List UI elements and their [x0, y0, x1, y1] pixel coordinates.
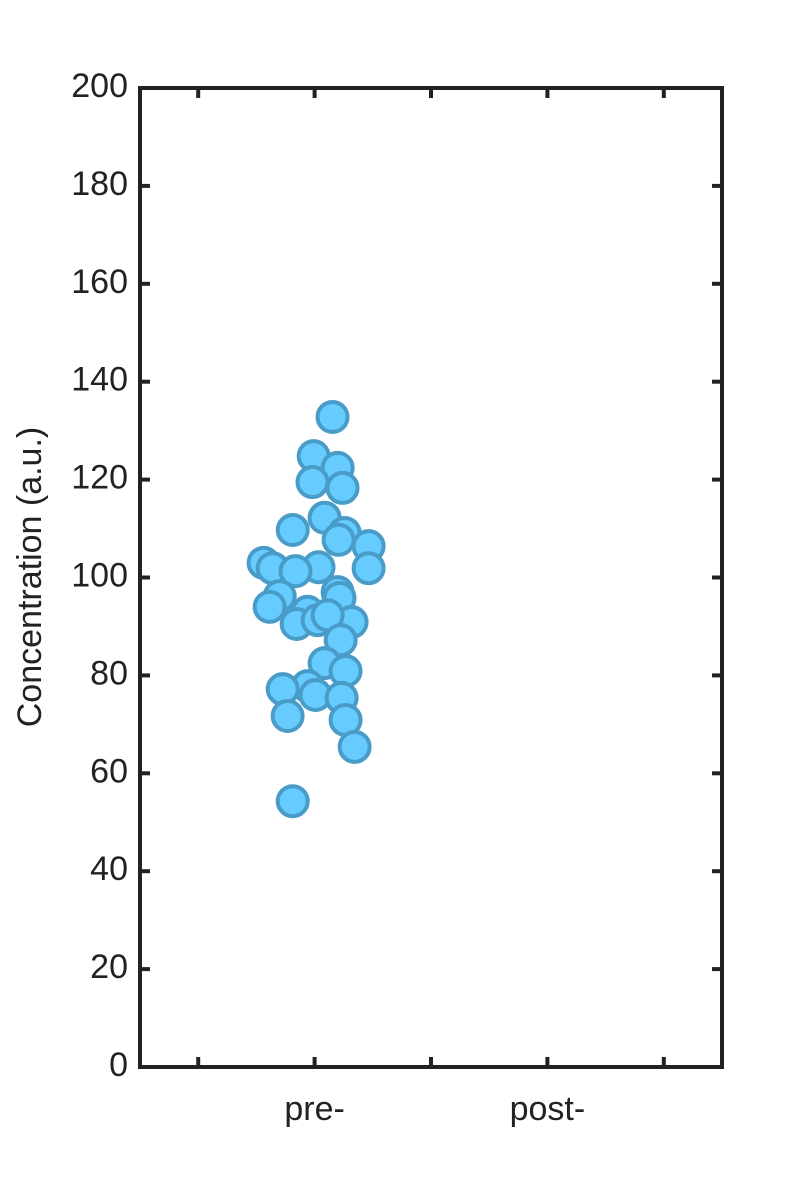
- y-tick-label: 200: [71, 67, 128, 105]
- y-tick-label: 100: [71, 556, 128, 594]
- y-tick-label: 40: [90, 850, 128, 888]
- plot-frame: [138, 86, 724, 1069]
- y-tick-label: 160: [71, 263, 128, 301]
- data-point: [275, 784, 310, 819]
- data-point: [351, 551, 386, 586]
- y-tick-label: 80: [90, 654, 128, 692]
- data-point: [275, 513, 310, 548]
- data-point: [321, 522, 356, 557]
- x-tick-label: post-: [510, 1090, 586, 1128]
- y-tick-label: 0: [109, 1046, 128, 1084]
- data-point: [278, 554, 313, 589]
- y-tick-label: 140: [71, 361, 128, 399]
- data-point: [270, 699, 305, 734]
- data-point: [337, 729, 372, 764]
- data-point: [315, 399, 350, 434]
- y-axis-label: Concentration (a.u.): [11, 427, 49, 728]
- data-point: [295, 465, 330, 500]
- data-point: [252, 589, 287, 624]
- x-tick-label: pre-: [284, 1090, 344, 1128]
- data-point: [265, 672, 300, 707]
- data-point: [325, 470, 360, 505]
- y-tick-label: 20: [90, 948, 128, 986]
- y-tick-label: 60: [90, 752, 128, 790]
- y-tick-label: 120: [71, 459, 128, 497]
- y-tick-label: 180: [71, 165, 128, 203]
